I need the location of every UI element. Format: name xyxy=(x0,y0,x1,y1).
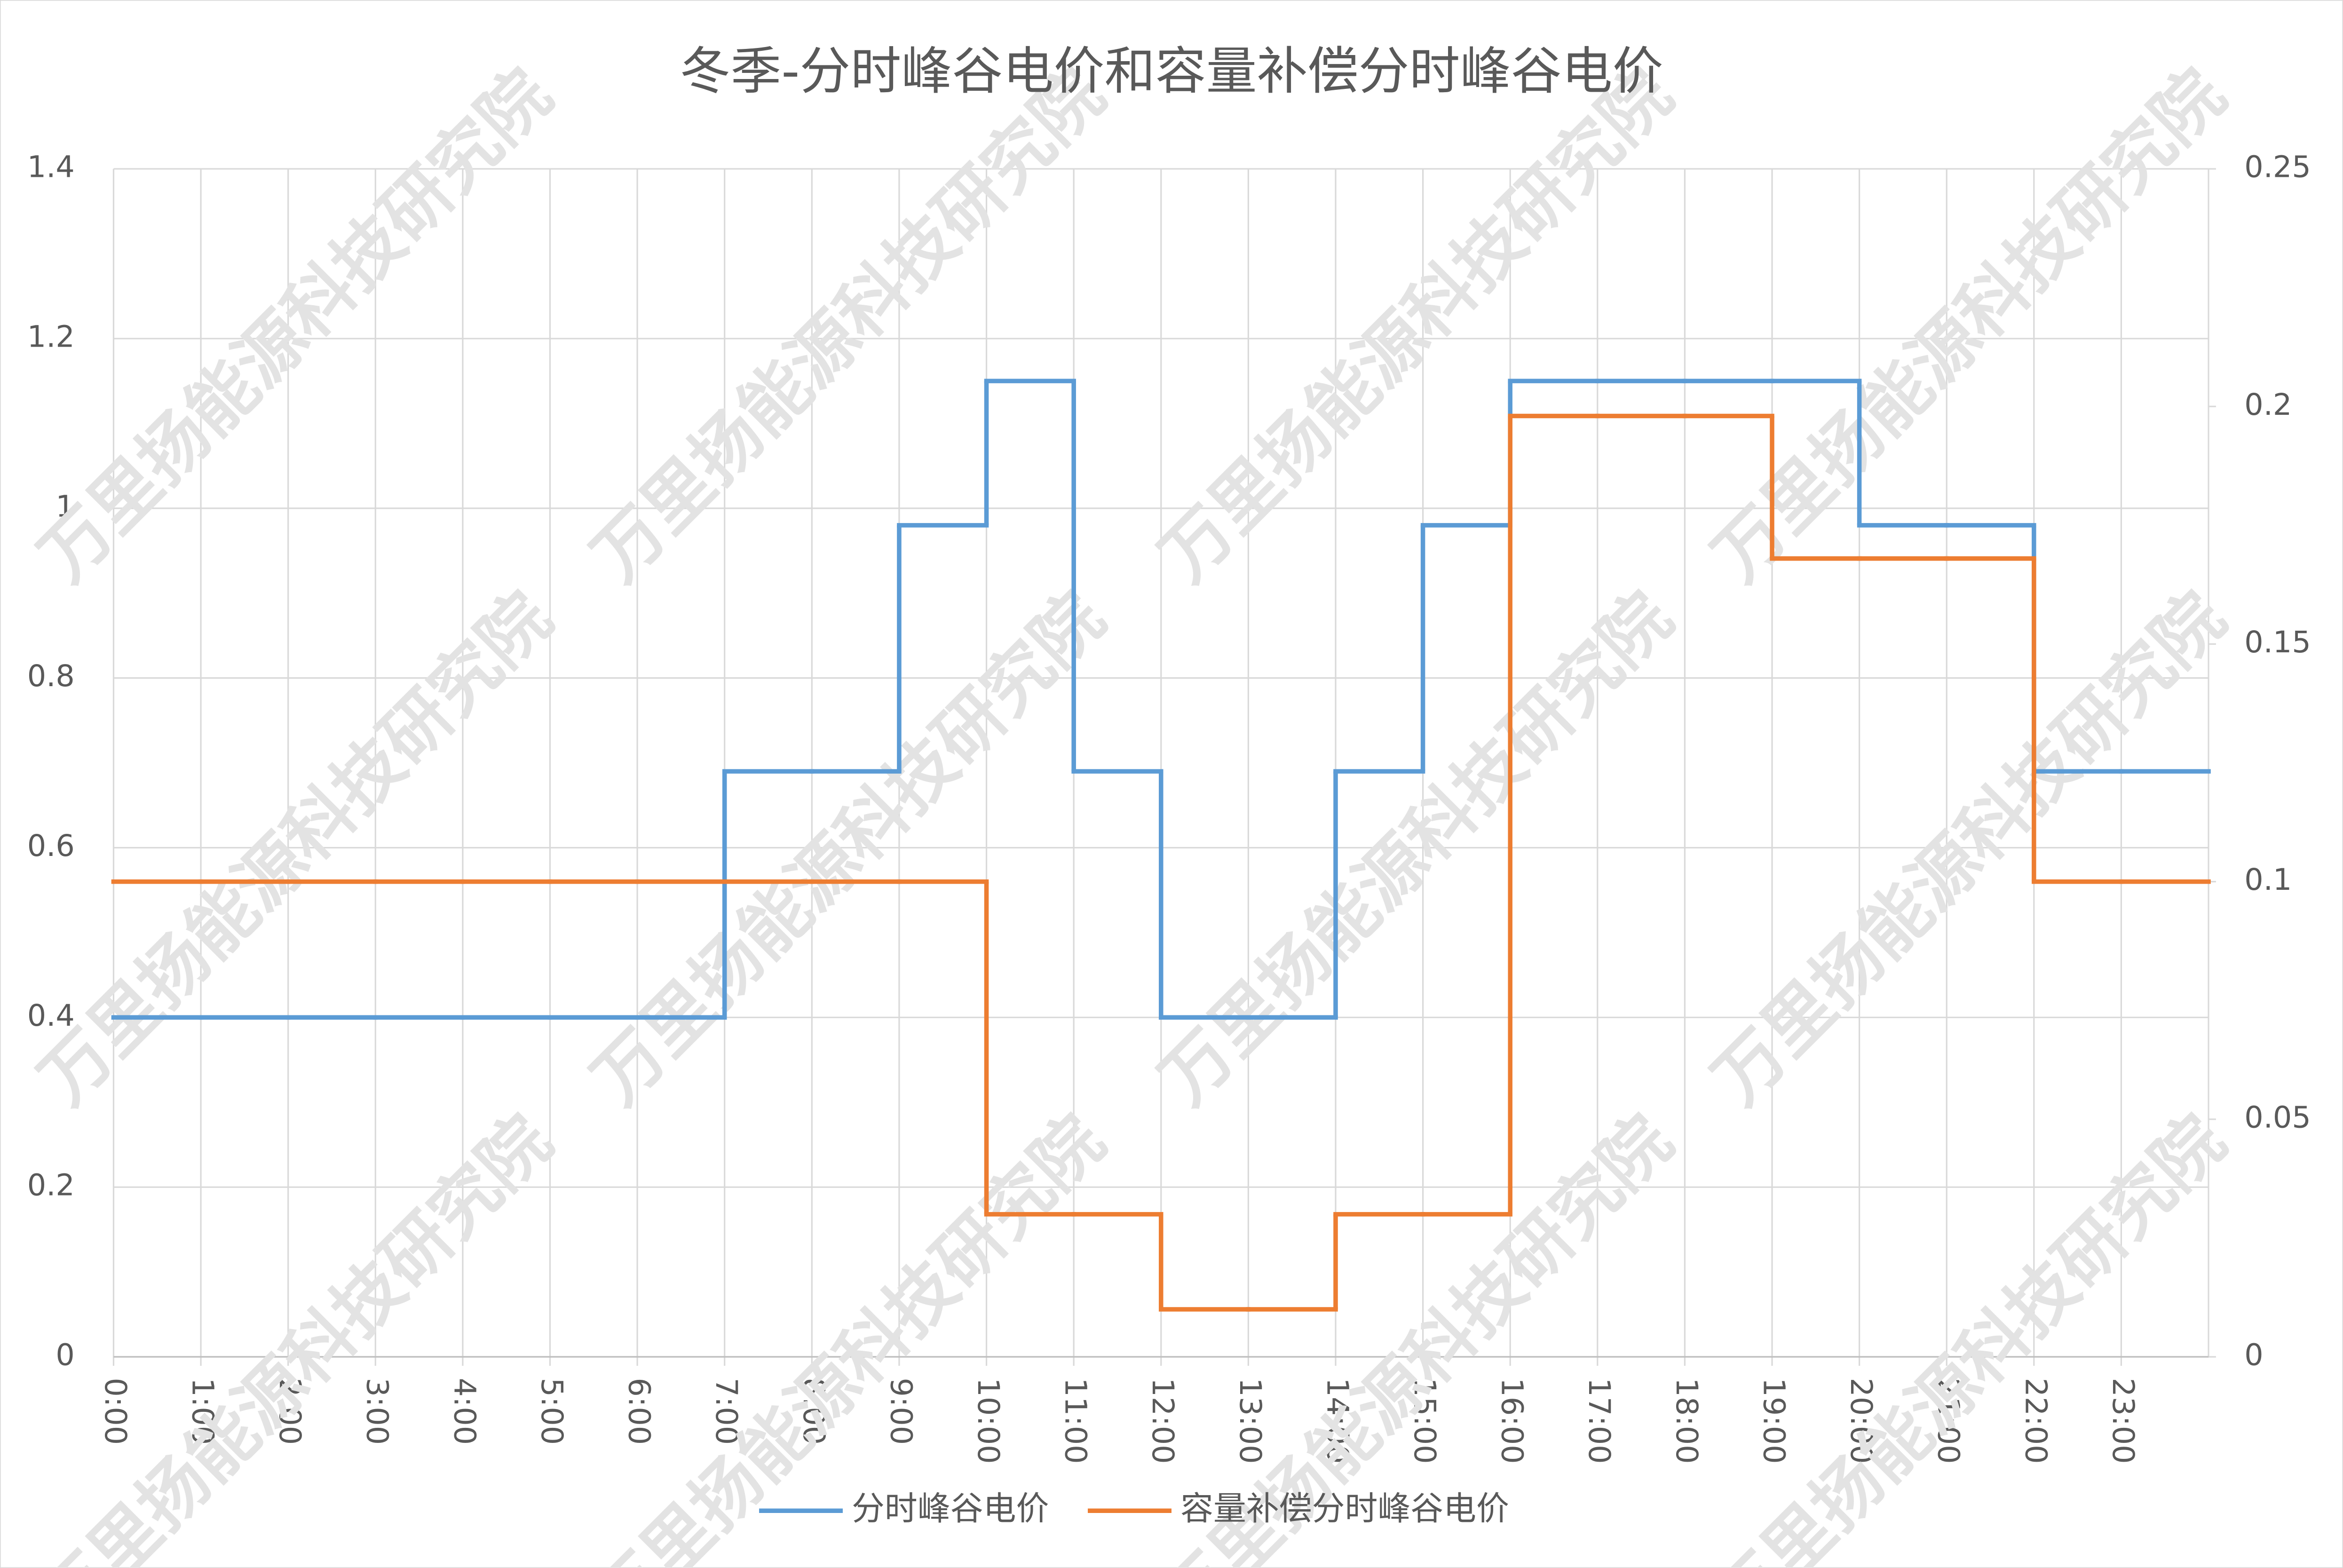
y2-tick-label: 0.15 xyxy=(2244,625,2311,659)
y-tick-label: 0.2 xyxy=(27,1168,75,1203)
x-tick-label: 21:00 xyxy=(1931,1378,1966,1464)
legend-label: 容量补偿分时峰谷电价 xyxy=(1180,1489,1509,1528)
y-tick-label: 0 xyxy=(55,1338,74,1372)
data-layer xyxy=(111,379,2211,1312)
x-tick-label: 7:00 xyxy=(709,1378,744,1445)
y2-tick-label: 0 xyxy=(2244,1338,2263,1372)
y2-tick-label: 0.05 xyxy=(2244,1100,2311,1134)
y2-tick-label: 0.25 xyxy=(2244,150,2311,184)
x-tick-label: 10:00 xyxy=(971,1378,1006,1464)
x-tick-label: 16:00 xyxy=(1495,1378,1530,1464)
x-tick-label: 2:00 xyxy=(273,1378,308,1445)
x-tick-label: 1:00 xyxy=(186,1378,221,1445)
y-tick-label: 1 xyxy=(55,489,74,523)
y2-tick-label: 0.2 xyxy=(2244,387,2292,422)
x-tick-label: 3:00 xyxy=(360,1378,395,1445)
x-tick-label: 15:00 xyxy=(1408,1378,1442,1464)
x-tick-label: 14:00 xyxy=(1320,1378,1355,1464)
x-tick-label: 17:00 xyxy=(1582,1378,1617,1464)
x-tick-label: 5:00 xyxy=(535,1378,570,1445)
x-tick-label: 13:00 xyxy=(1233,1378,1268,1464)
grid-layer: 0 0.2 0.4 0.6 0.8 1 1.2 1.4 0 0.05 0.1 0.15 0.2 0.25 0… xyxy=(27,150,2311,1464)
y-tick-label: 0.8 xyxy=(27,658,75,693)
x-tick-label: 23:00 xyxy=(2106,1378,2141,1464)
x-tick-label: 6:00 xyxy=(622,1378,657,1445)
chart-title: 冬季-分时峰谷电价和容量补偿分时峰谷电价 xyxy=(680,42,1663,101)
x-tick-label: 11:00 xyxy=(1059,1378,1093,1464)
x-tick-label: 0:00 xyxy=(98,1378,133,1445)
x-tick-label: 20:00 xyxy=(1844,1378,1879,1464)
x-tick-label: 4:00 xyxy=(447,1378,482,1445)
x-tick-label: 18:00 xyxy=(1670,1378,1704,1464)
x-tick-label: 8:00 xyxy=(797,1378,831,1445)
x-tick-label: 22:00 xyxy=(2018,1378,2053,1464)
x-tick-label: 19:00 xyxy=(1757,1378,1791,1464)
x-tick-label: 9:00 xyxy=(884,1378,918,1445)
y-tick-label: 1.4 xyxy=(27,150,75,184)
y-tick-label: 0.4 xyxy=(27,998,75,1033)
y-tick-label: 1.2 xyxy=(27,319,75,354)
y2-tick-label: 0.1 xyxy=(2244,862,2292,897)
legend-label: 分时峰谷电价 xyxy=(852,1489,1049,1528)
y-tick-label: 0.6 xyxy=(27,828,75,863)
x-tick-label: 12:00 xyxy=(1146,1378,1180,1464)
